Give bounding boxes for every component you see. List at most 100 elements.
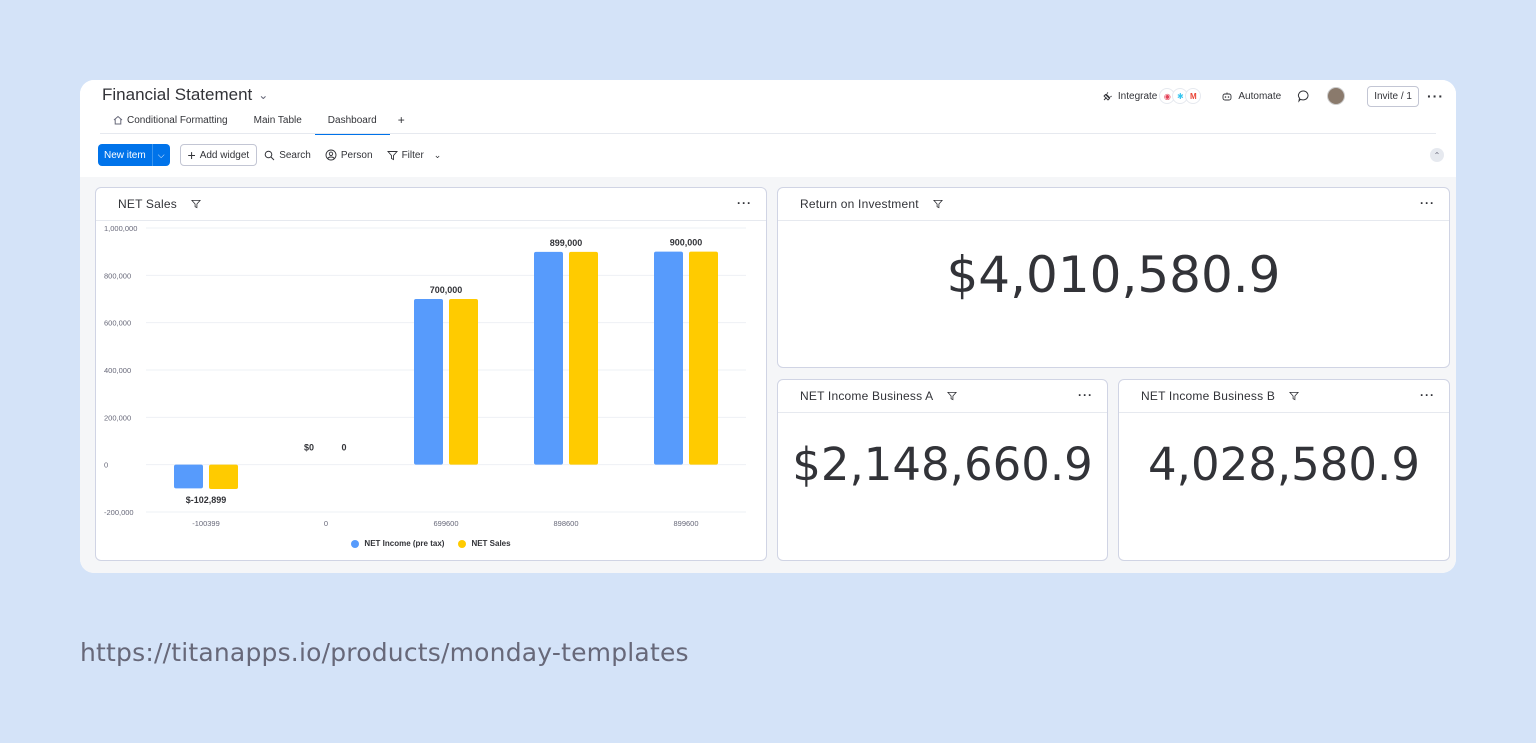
robot-icon xyxy=(1222,92,1232,100)
person-icon xyxy=(325,149,337,161)
widget-more-icon[interactable]: ··· xyxy=(1078,388,1093,402)
income-b-widget: NET Income Business B ··· 4,028,580.9 xyxy=(1118,379,1450,561)
invite-button[interactable]: Invite / 1 xyxy=(1367,85,1419,107)
widget-more-icon[interactable]: ··· xyxy=(1420,388,1435,402)
legend-label: NET Sales xyxy=(471,539,511,548)
bar xyxy=(689,251,718,465)
y-tick-label: 800,000 xyxy=(104,271,131,280)
plus-icon: + xyxy=(187,147,196,163)
board-title[interactable]: Financial Statement ⌄ xyxy=(102,85,268,105)
income-a-widget: NET Income Business A ··· $2,148,660.9 xyxy=(777,379,1108,561)
widget-more-icon[interactable]: ··· xyxy=(1420,196,1435,210)
avatar[interactable] xyxy=(1327,87,1346,105)
dashboard-area: NET Sales ··· 1,000,000 800,000 600,000 400… xyxy=(80,177,1456,573)
tab-label: Conditional Formatting xyxy=(127,115,228,126)
x-tick-label: 699600 xyxy=(433,519,458,528)
add-widget-button[interactable]: + Add widget xyxy=(179,144,258,166)
collapse-header-icon[interactable]: ⌃ xyxy=(1430,148,1444,162)
filter-label: Filter xyxy=(401,149,424,161)
legend-label: NET Income (pre tax) xyxy=(364,539,445,548)
widget-title: NET Income Business A xyxy=(800,389,934,403)
roi-widget: Return on Investment ··· $4,010,580.9 xyxy=(777,187,1450,368)
legend-item-net-income[interactable]: NET Income (pre tax) xyxy=(351,539,444,548)
data-label: 700,000 xyxy=(430,285,463,295)
tab-main-table[interactable]: Main Table xyxy=(241,110,315,134)
x-tick-label: 899600 xyxy=(673,519,698,528)
chart-legend: NET Income (pre tax) NET Sales xyxy=(96,539,766,548)
chevron-down-icon[interactable]: ⌄ xyxy=(258,88,269,102)
data-label: $0 xyxy=(304,443,314,453)
bar xyxy=(569,251,598,465)
bar xyxy=(534,251,563,465)
filter-button[interactable]: Filter ⌄ xyxy=(380,144,449,166)
bar xyxy=(209,464,238,490)
board-header: Financial Statement ⌄ Conditional Format… xyxy=(80,80,1456,177)
tab-label: Main Table xyxy=(253,115,302,126)
y-tick-label: 1,000,000 xyxy=(104,224,137,233)
person-label: Person xyxy=(340,149,373,161)
y-tick-label: 600,000 xyxy=(104,319,131,328)
new-item-button[interactable]: New item ⌵ xyxy=(98,144,170,166)
widget-title: NET Income Business B xyxy=(1141,389,1276,403)
tabs-divider xyxy=(100,133,1436,134)
legend-swatch xyxy=(351,539,360,548)
widget-header: NET Sales xyxy=(96,188,766,221)
income-a-value: $2,148,660.9 xyxy=(792,438,1093,491)
bar xyxy=(654,251,683,465)
search-button[interactable]: Search xyxy=(257,144,318,166)
filter-icon[interactable] xyxy=(190,199,201,209)
bar xyxy=(174,464,203,489)
bar xyxy=(414,299,443,465)
more-options-icon[interactable]: ··· xyxy=(1427,88,1444,104)
data-label: 899,000 xyxy=(550,238,583,248)
chevron-down-icon[interactable]: ⌄ xyxy=(433,149,442,160)
bar xyxy=(449,299,478,465)
tab-label: Dashboard xyxy=(327,115,377,126)
add-view-button[interactable]: + xyxy=(397,113,405,127)
y-tick-label: 400,000 xyxy=(104,366,131,375)
board-toolbar: New item ⌵ + Add widget Search Person Fi… xyxy=(98,143,448,167)
legend-swatch xyxy=(458,539,467,548)
app-window: Financial Statement ⌄ Conditional Format… xyxy=(80,80,1456,573)
filter-icon xyxy=(386,150,398,160)
roi-value: $4,010,580.9 xyxy=(946,246,1281,304)
data-label: 900,000 xyxy=(670,238,703,248)
tab-dashboard[interactable]: Dashboard xyxy=(314,110,390,135)
add-widget-label: Add widget xyxy=(199,149,250,161)
widget-header: NET Income Business A xyxy=(778,380,1107,413)
header-actions: Integrate ◉ ✱ M Automate Invite / 1 ··· xyxy=(1102,85,1444,107)
y-tick-label: -200,000 xyxy=(104,508,134,517)
tab-conditional-formatting[interactable]: Conditional Formatting xyxy=(100,110,241,134)
widget-more-icon[interactable]: ··· xyxy=(737,196,752,210)
net-sales-widget: NET Sales ··· 1,000,000 800,000 600,000 400… xyxy=(95,187,767,561)
x-tick-label: -100399 xyxy=(192,519,220,528)
filter-icon[interactable] xyxy=(947,391,958,401)
search-icon xyxy=(264,150,275,160)
widget-header: Return on Investment xyxy=(778,188,1449,221)
x-tick-label: 0 xyxy=(324,519,328,528)
board-title-text: Financial Statement xyxy=(102,85,253,104)
widget-title: NET Sales xyxy=(118,197,177,211)
filter-icon[interactable] xyxy=(1289,391,1300,401)
automate-label: Automate xyxy=(1238,90,1282,102)
net-sales-chart: 1,000,000 800,000 600,000 400,000 200,000 0 -2… xyxy=(104,224,746,528)
legend-item-net-sales[interactable]: NET Sales xyxy=(458,539,511,548)
widget-header: NET Income Business B xyxy=(1119,380,1449,413)
y-tick-label: 0 xyxy=(104,461,108,470)
search-label: Search xyxy=(279,149,311,161)
widget-title: Return on Investment xyxy=(800,197,919,211)
chevron-down-icon[interactable]: ⌵ xyxy=(151,144,170,166)
person-filter-button[interactable]: Person xyxy=(318,144,380,166)
data-label: $-102,899 xyxy=(186,495,227,505)
income-b-value: 4,028,580.9 xyxy=(1148,438,1420,491)
comment-icon[interactable] xyxy=(1297,89,1311,103)
integrate-button[interactable]: Integrate ◉ ✱ M xyxy=(1102,88,1202,104)
new-item-label: New item xyxy=(104,149,146,161)
integration-apps: ◉ ✱ M xyxy=(1159,88,1202,104)
plug-icon xyxy=(1103,91,1112,101)
y-tick-label: 200,000 xyxy=(104,413,131,422)
data-label: 0 xyxy=(341,443,346,453)
automate-button[interactable]: Automate xyxy=(1221,91,1281,102)
filter-icon[interactable] xyxy=(932,199,943,209)
gmail-app-icon: M xyxy=(1185,88,1202,104)
